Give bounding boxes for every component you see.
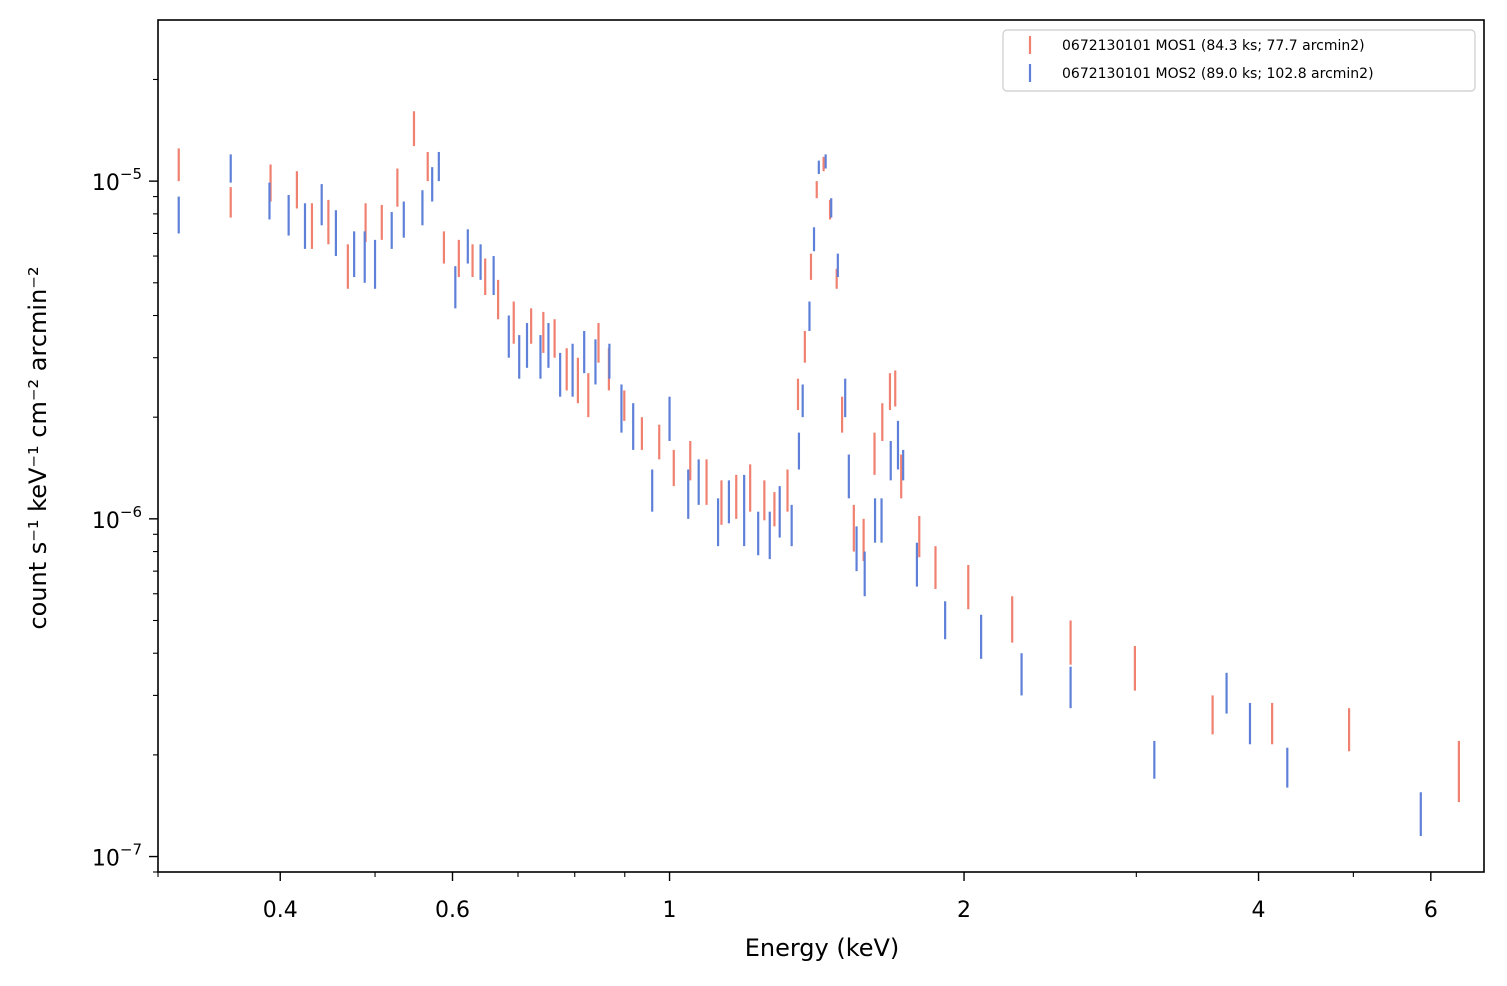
- y-tick-label: 10−5: [92, 165, 142, 196]
- x-tick-label: 2: [957, 898, 971, 923]
- legend-box: [1002, 29, 1476, 92]
- plot-frame: [157, 19, 1485, 873]
- series-2: [177, 151, 1422, 837]
- x-tick-label: 4: [1252, 898, 1266, 923]
- y-tick-label: 10−6: [92, 503, 142, 534]
- x-tick-label: 0.6: [435, 898, 470, 923]
- x-tick-label: 0.4: [263, 898, 298, 923]
- x-axis-label: Energy (keV): [745, 934, 900, 962]
- series-layer: [177, 111, 1461, 837]
- x-tick-label: 6: [1424, 898, 1438, 923]
- y-axis-label: count s⁻¹ keV⁻¹ cm⁻² arcmin⁻²: [24, 266, 52, 629]
- axis-layer: 0.4 0.6 1 2 4 6 10−7 10−6 10−5: [92, 78, 1438, 923]
- legend-label: 0672130101 MOS1 (84.3 ks; 77.7 arcmin2): [1062, 38, 1365, 54]
- legend: 0672130101 MOS1 (84.3 ks; 77.7 arcmin2) 0…: [1002, 29, 1476, 92]
- series-1: [177, 111, 1461, 803]
- legend-label: 0672130101 MOS2 (89.0 ks; 102.8 arcmin2): [1062, 66, 1374, 82]
- x-tick-label: 1: [663, 898, 677, 923]
- y-tick-label: 10−7: [92, 841, 142, 872]
